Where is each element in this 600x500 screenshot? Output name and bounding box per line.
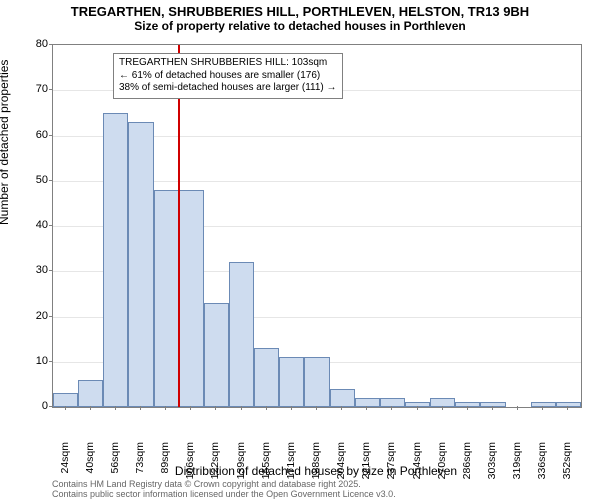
histogram-bar xyxy=(330,389,355,407)
x-tick-mark xyxy=(341,406,342,410)
histogram-bar xyxy=(430,398,455,407)
x-tick-label: 106sqm xyxy=(184,442,196,494)
x-tick-label: 122sqm xyxy=(209,442,221,494)
histogram-bar xyxy=(405,402,430,407)
histogram-bar xyxy=(254,348,279,407)
y-tick-label: 30 xyxy=(8,264,48,276)
x-tick-mark xyxy=(517,406,518,410)
x-tick-label: 89sqm xyxy=(159,442,171,494)
x-tick-label: 303sqm xyxy=(486,442,498,494)
y-tick-label: 50 xyxy=(8,174,48,186)
y-tick-label: 60 xyxy=(8,129,48,141)
y-tick-label: 80 xyxy=(8,38,48,50)
title-line2: Size of property relative to detached ho… xyxy=(0,19,600,33)
y-tick-label: 20 xyxy=(8,310,48,322)
reference-line xyxy=(178,45,180,407)
y-tick-mark xyxy=(49,316,53,317)
callout-line: 38% of semi-detached houses are larger (… xyxy=(119,82,337,95)
x-tick-label: 171sqm xyxy=(285,442,297,494)
x-tick-mark xyxy=(492,406,493,410)
histogram-bar xyxy=(279,357,304,407)
histogram-bar xyxy=(455,402,480,407)
x-tick-mark xyxy=(241,406,242,410)
x-tick-label: 40sqm xyxy=(84,442,96,494)
histogram-bar xyxy=(229,262,254,407)
x-tick-mark xyxy=(366,406,367,410)
y-tick-mark xyxy=(49,180,53,181)
x-tick-mark xyxy=(291,406,292,410)
x-tick-label: 319sqm xyxy=(511,442,523,494)
x-tick-mark xyxy=(90,406,91,410)
callout-line: ← 61% of detached houses are smaller (17… xyxy=(119,70,337,83)
x-tick-label: 188sqm xyxy=(310,442,322,494)
x-tick-mark xyxy=(140,406,141,410)
histogram-bar xyxy=(204,303,229,407)
y-tick-mark xyxy=(49,361,53,362)
y-tick-label: 40 xyxy=(8,219,48,231)
x-tick-label: 352sqm xyxy=(561,442,573,494)
chart-container: TREGARTHEN, SHRUBBERIES HILL, PORTHLEVEN… xyxy=(0,0,600,500)
y-tick-label: 10 xyxy=(8,355,48,367)
callout-box: TREGARTHEN SHRUBBERIES HILL: 103sqm ← 61… xyxy=(113,53,343,99)
x-tick-mark xyxy=(215,406,216,410)
x-tick-label: 270sqm xyxy=(436,442,448,494)
x-tick-label: 221sqm xyxy=(360,442,372,494)
histogram-bar xyxy=(179,190,204,407)
x-tick-mark xyxy=(567,406,568,410)
x-tick-label: 24sqm xyxy=(59,442,71,494)
y-tick-mark xyxy=(49,406,53,407)
y-tick-mark xyxy=(49,270,53,271)
x-tick-label: 73sqm xyxy=(134,442,146,494)
histogram-bar xyxy=(103,113,128,407)
x-tick-label: 286sqm xyxy=(461,442,473,494)
x-tick-label: 204sqm xyxy=(335,442,347,494)
callout-line: TREGARTHEN SHRUBBERIES HILL: 103sqm xyxy=(119,57,337,70)
x-tick-mark xyxy=(391,406,392,410)
histogram-bar xyxy=(78,380,103,407)
y-tick-label: 70 xyxy=(8,83,48,95)
x-tick-label: 155sqm xyxy=(260,442,272,494)
x-tick-mark xyxy=(266,406,267,410)
title-line1: TREGARTHEN, SHRUBBERIES HILL, PORTHLEVEN… xyxy=(0,4,600,19)
x-tick-label: 336sqm xyxy=(536,442,548,494)
x-tick-mark xyxy=(115,406,116,410)
x-tick-label: 254sqm xyxy=(411,442,423,494)
y-tick-mark xyxy=(49,44,53,45)
x-tick-mark xyxy=(442,406,443,410)
x-tick-mark xyxy=(190,406,191,410)
x-tick-label: 56sqm xyxy=(109,442,121,494)
histogram-bar xyxy=(128,122,153,407)
x-tick-mark xyxy=(316,406,317,410)
x-tick-label: 139sqm xyxy=(235,442,247,494)
x-tick-label: 237sqm xyxy=(385,442,397,494)
histogram-bar xyxy=(53,393,78,407)
y-tick-mark xyxy=(49,135,53,136)
x-tick-mark xyxy=(417,406,418,410)
x-tick-mark xyxy=(542,406,543,410)
histogram-bar xyxy=(304,357,329,407)
x-tick-mark xyxy=(165,406,166,410)
plot-area: TREGARTHEN SHRUBBERIES HILL: 103sqm ← 61… xyxy=(52,44,582,408)
y-tick-mark xyxy=(49,89,53,90)
y-tick-label: 0 xyxy=(8,400,48,412)
x-tick-mark xyxy=(467,406,468,410)
x-tick-mark xyxy=(65,406,66,410)
title-block: TREGARTHEN, SHRUBBERIES HILL, PORTHLEVEN… xyxy=(0,0,600,33)
histogram-bar xyxy=(154,190,179,407)
y-tick-mark xyxy=(49,225,53,226)
